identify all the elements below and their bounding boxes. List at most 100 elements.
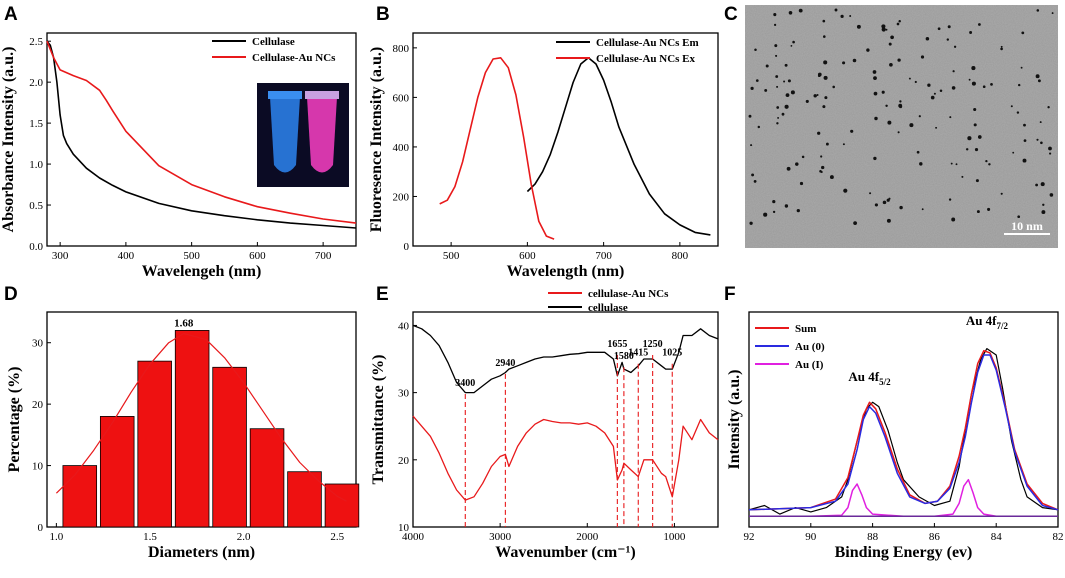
particle	[823, 75, 828, 80]
x-tick-label: 700	[315, 250, 332, 262]
series-line	[46, 40, 357, 229]
chart-e: 4000 3000 2000 1000 10 20 30 40 Wavenumber (cm⁻¹…	[370, 288, 719, 561]
particle	[872, 70, 877, 74]
y-tick-label: 400	[393, 142, 410, 154]
particle	[1016, 111, 1020, 114]
panel-label-a: A	[4, 4, 18, 25]
particle	[925, 36, 930, 41]
particle	[817, 74, 821, 78]
particle	[772, 199, 776, 204]
x-tick-label: 1000	[663, 531, 686, 543]
x-tick-label: 500	[183, 250, 200, 262]
bar	[137, 360, 172, 528]
chart-b: 500 600 700 800 0 200 400 600 800 Wavelength (nm)…	[368, 32, 719, 280]
particle	[777, 116, 780, 119]
bar	[287, 471, 322, 528]
particle	[973, 107, 977, 112]
particle	[882, 200, 887, 205]
particle	[874, 203, 878, 207]
particle	[775, 75, 779, 78]
particle	[1036, 138, 1039, 141]
x-tick-label: 400	[118, 250, 135, 262]
peak-label: 1.68	[174, 317, 194, 329]
particle	[1000, 45, 1003, 48]
particle	[754, 48, 757, 52]
x-tick-label: 3000	[489, 531, 512, 543]
particle	[776, 106, 780, 109]
chart-a: 300 400 500 600 700 0.0 0.5 1.0 1.5 2.0 2.5 Wavelen…	[0, 32, 357, 280]
particle	[881, 24, 886, 29]
particle	[918, 115, 921, 118]
particle	[965, 148, 969, 151]
particle	[898, 20, 901, 23]
particle	[1036, 9, 1040, 12]
legend-label: Au (0)	[795, 341, 825, 353]
y-tick-label: 0	[38, 522, 44, 534]
series-line	[526, 57, 711, 236]
x-tick-label: 1.5	[143, 531, 157, 543]
particle	[781, 112, 785, 116]
x-tick-label: 84	[991, 531, 1003, 543]
particle	[961, 175, 964, 178]
particle	[927, 83, 931, 87]
x-axis-label: Wavelengeh (nm)	[142, 263, 262, 280]
particle	[1048, 146, 1052, 151]
particle	[775, 54, 778, 57]
tem-particles	[748, 8, 1054, 225]
particle	[973, 123, 977, 127]
particle	[784, 104, 789, 109]
particle	[886, 218, 891, 223]
x-axis-label: Diameters (nm)	[148, 544, 255, 561]
annotation-label: 1250	[643, 339, 663, 350]
particle	[889, 62, 893, 67]
particle	[887, 120, 892, 125]
y-axis-label: Transmittance (%)	[370, 355, 387, 485]
particle	[829, 175, 834, 180]
particle	[937, 27, 941, 31]
particle	[982, 85, 986, 89]
legend-label: Cellulase-Au NCs Em	[596, 37, 699, 49]
bar	[62, 465, 98, 528]
particle	[952, 70, 955, 73]
particle	[1000, 47, 1003, 51]
particle	[784, 204, 789, 208]
particle	[1035, 74, 1040, 79]
particle	[823, 35, 826, 38]
particle	[1039, 121, 1042, 124]
x-tick-label: 600	[519, 250, 536, 262]
y-tick-label: 10	[398, 522, 410, 534]
panel-label-d: D	[4, 284, 18, 305]
particle	[1023, 123, 1026, 127]
x-tick-label: 86	[929, 531, 941, 543]
annotation-label: 1415	[628, 348, 648, 359]
series-line	[439, 57, 555, 240]
y-tick-label: 2.5	[29, 36, 43, 48]
particle	[842, 143, 845, 146]
particle	[749, 221, 753, 225]
particle	[885, 104, 888, 108]
annotation-label: 1025	[662, 348, 682, 359]
particle	[799, 181, 804, 186]
x-tick-label: 600	[249, 250, 266, 262]
particle	[822, 19, 826, 23]
particle	[987, 207, 991, 211]
particle	[919, 162, 923, 166]
particle	[949, 116, 952, 119]
bar	[212, 366, 247, 528]
particle	[888, 42, 892, 46]
particle	[890, 35, 894, 40]
particle	[1023, 139, 1027, 142]
plot-frame	[748, 311, 1059, 528]
y-tick-label: 30	[32, 338, 44, 350]
particle	[920, 55, 925, 59]
plot-frame	[412, 32, 719, 247]
particle	[784, 63, 788, 67]
y-tick-label: 1.0	[29, 159, 43, 171]
particle	[819, 170, 822, 173]
y-tick-label: 10	[32, 461, 44, 473]
particle	[774, 44, 778, 48]
particle	[971, 81, 976, 86]
particle	[840, 14, 844, 19]
series-line	[412, 324, 719, 394]
particle	[990, 83, 993, 86]
